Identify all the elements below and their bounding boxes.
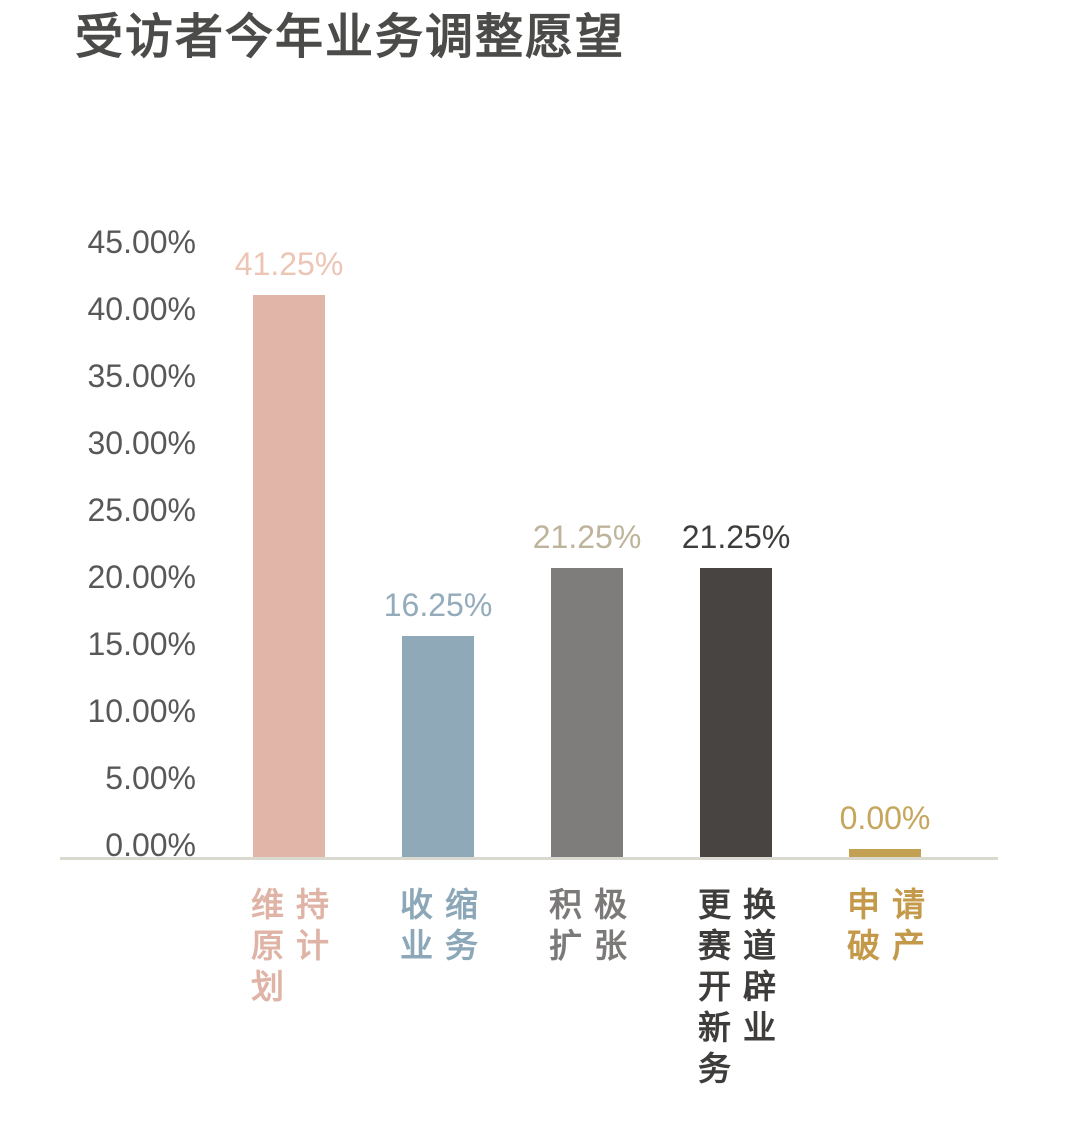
category-label-line: 维持 [251,886,341,923]
category-label-line: 开辟 [698,968,788,1005]
bar-2 [402,636,474,858]
chart-title: 受访者今年业务调整愿望 [75,11,626,64]
bar-5 [849,849,921,858]
bar-4 [700,567,772,858]
x-axis-line [60,857,998,860]
category-label-line: 务 [698,1050,743,1087]
y-axis-tick-label: 0.00% [105,827,196,863]
category-label-line: 赛道 [698,927,788,964]
bar-value-label-4: 21.25% [681,518,791,555]
category-label-line: 申请 [847,886,937,923]
y-axis-tick-label: 40.00% [87,291,196,327]
category-label-3: 积极 扩张 [549,884,699,966]
category-label-line: 收缩 [400,886,490,923]
y-axis-tick-label: 25.00% [87,492,196,528]
category-label-4: 更换 赛道 开辟 新业务 [698,884,848,1089]
y-axis-tick-label: 45.00% [87,224,196,260]
bar-value-label-2: 16.25% [383,587,493,624]
category-label-5: 申请 破产 [847,884,997,966]
y-axis-tick-label: 10.00% [87,693,196,729]
bar-value-label-1: 41.25% [234,245,344,282]
y-axis-tick-label: 5.00% [105,760,196,796]
y-axis-tick-label: 35.00% [87,358,196,394]
category-label-line: 业务 [400,927,490,964]
category-label-line: 扩张 [549,927,639,964]
y-axis-tick-label: 15.00% [87,626,196,662]
category-label-line: 新业 [698,1009,788,1046]
bar-value-label-3: 21.25% [532,518,642,555]
bar-1 [253,294,325,858]
y-axis-tick-label: 20.00% [87,559,196,595]
y-axis-tick-label: 30.00% [87,425,196,461]
category-label-1: 维持 原计划 [251,884,401,1007]
category-label-line: 更换 [698,886,788,923]
bar-value-label-5: 0.00% [839,800,931,836]
category-label-line: 原计 [251,927,341,964]
category-label-2: 收缩 业务 [400,884,550,966]
category-label-line: 划 [251,968,296,1005]
category-label-line: 积极 [549,886,639,923]
category-label-line: 破产 [847,927,937,964]
bar-3 [551,567,623,858]
